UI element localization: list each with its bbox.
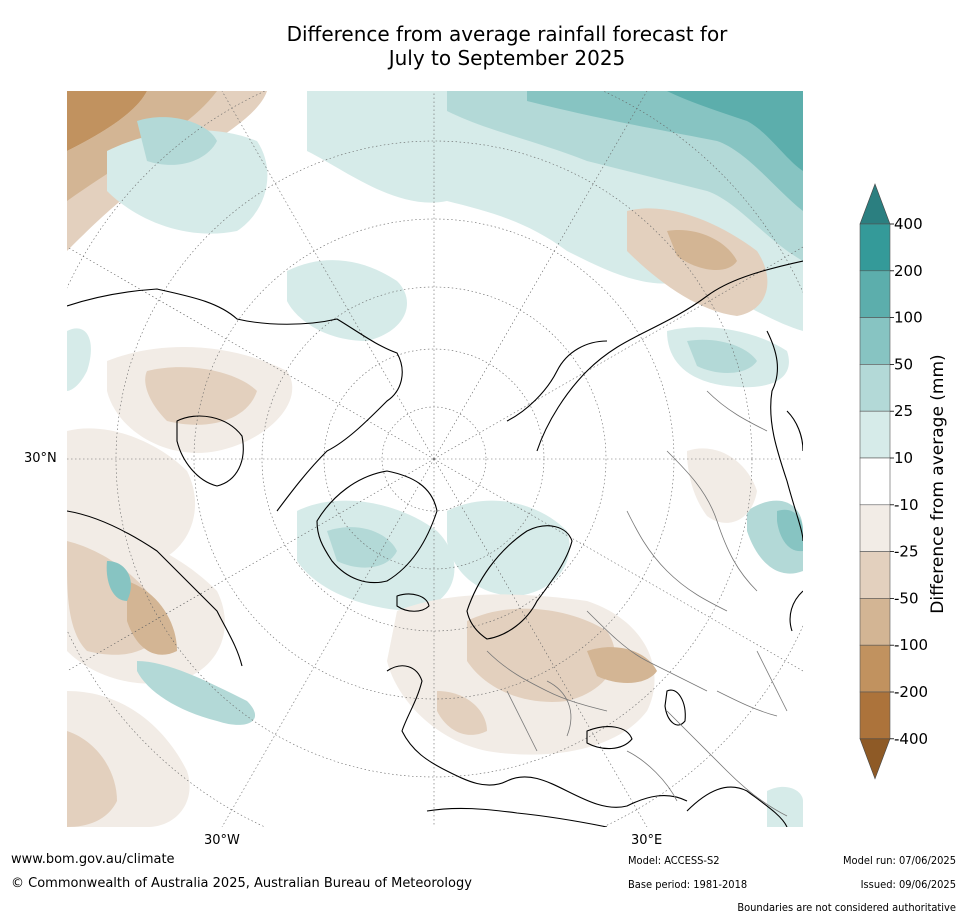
colorbar-tick-label: -10 xyxy=(894,496,919,514)
colorbar-tick-label: -400 xyxy=(894,730,928,748)
colorbar-tick-label: -25 xyxy=(894,543,919,561)
colorbar-swatches xyxy=(859,183,891,780)
colorbar-swatch-bm50_m100 xyxy=(859,598,891,646)
website-text: www.bom.gov.au/climate xyxy=(11,852,175,867)
colorbar-over-arrow xyxy=(859,183,891,225)
colorbar-swatch-gt200 xyxy=(859,223,891,272)
greenland-outline xyxy=(316,470,438,584)
colorbar-swatch-bm10_m25 xyxy=(859,504,891,552)
latitude-label-30n: 30°N xyxy=(24,451,57,466)
colorbar: 400 200 100 50 25 10 -10 -25 -50 -100 -200 -400 xyxy=(859,183,928,780)
disclaimer-text: Boundaries are not considered authoritat… xyxy=(737,901,956,914)
colorbar-swatch-bm25_m50 xyxy=(859,551,891,599)
colorbar-swatch-b100_200 xyxy=(859,270,891,318)
colorbar-tick-label: 400 xyxy=(894,215,923,233)
colorbar-tick-label: -50 xyxy=(894,589,919,607)
map-title: Difference from average rainfall forecas… xyxy=(286,22,728,70)
colorbar-tick-label: 10 xyxy=(894,449,913,467)
colorbar-tick-label: 200 xyxy=(894,262,923,280)
colorbar-swatch-neutral xyxy=(859,457,891,506)
colorbar-label: Difference from average (mm) xyxy=(928,354,948,614)
longitude-label-30e: 30°E xyxy=(631,833,663,848)
model-run-text: Model run: 07/06/2025 xyxy=(843,854,956,867)
graticule xyxy=(67,91,803,827)
colorbar-swatch-lt_m200 xyxy=(859,691,891,740)
colorbar-swatch-b10_25 xyxy=(859,410,891,459)
model-text: Model: ACCESS-S2 xyxy=(628,854,720,867)
colorbar-tick-label: -200 xyxy=(894,683,928,701)
country-boundaries xyxy=(486,390,788,817)
colorbar-tick-labels: 400 200 100 50 25 10 -10 -25 -50 -100 -200 -400 xyxy=(890,215,928,748)
colorbar-swatch-b25_50 xyxy=(859,364,891,412)
base-period-text: Base period: 1981-2018 xyxy=(628,878,748,891)
colorbar-tick-label: 50 xyxy=(894,355,913,373)
coastlines xyxy=(67,260,803,827)
colorbar-tick-label: -100 xyxy=(894,636,928,654)
colorbar-tick-label: 25 xyxy=(894,402,913,420)
colorbar-swatch-b50_100 xyxy=(859,317,891,365)
colorbar-tick-label: 100 xyxy=(894,309,923,327)
rainfall-anomaly-map xyxy=(67,91,803,827)
colorbar-under-arrow xyxy=(859,738,891,780)
scandinavia-outline xyxy=(466,525,573,640)
longitude-label-30w: 30°W xyxy=(204,833,240,848)
colorbar-swatch-bm100_m200 xyxy=(859,644,891,693)
anomaly-shading xyxy=(67,91,803,827)
issued-text: Issued: 09/06/2025 xyxy=(860,878,956,891)
copyright-text: © Commonwealth of Australia 2025, Austra… xyxy=(11,876,472,891)
